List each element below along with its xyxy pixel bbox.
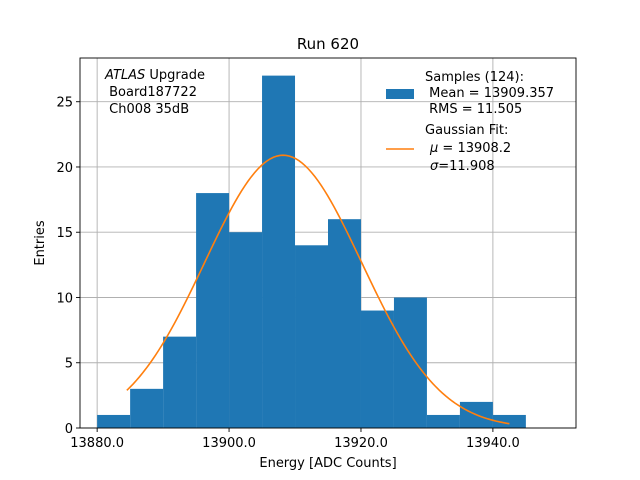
legend-fit-sigma: σ=11.908 [430,159,495,174]
legend-fit-title: Gaussian Fit: [425,123,508,138]
legend-mu-value: = 13908.2 [438,141,511,156]
annotation-atlas: ATLAS [104,68,145,83]
y-tick-label-4: 20 [56,161,73,176]
x-tick-label-2: 13920.0 [334,436,388,451]
legend-samples-title: Samples (124): [425,70,524,85]
histogram-bar [229,232,263,428]
y-tick-label-3: 15 [56,226,73,241]
atlas-annotation: ATLAS Upgrade Board187722 Ch008 35dB [104,68,205,117]
chart-title: Run 620 [297,35,359,53]
y-axis-label: Entries [33,220,48,266]
histogram-bar [97,414,131,428]
annotation-line-3: Ch008 35dB [105,102,189,117]
y-axis-ticks: 0 5 10 15 20 25 [56,96,80,437]
y-tick-label-1: 5 [65,357,73,372]
histogram-bar [196,193,230,428]
legend-samples-mean: Mean = 13909.357 [425,86,554,101]
histogram-bar [295,245,328,428]
plot-frame [79,57,577,429]
y-tick-label-0: 0 [65,422,73,437]
x-tick-label-3: 13940.0 [466,436,520,451]
x-tick-label-0: 13880.0 [70,436,124,451]
legend: Samples (124): Mean = 13909.357 RMS = 11… [386,70,554,174]
histogram-bar [163,336,197,428]
legend-sigma-symbol: σ [430,159,439,174]
histogram-bar [393,297,427,428]
histogram-bar [426,414,460,428]
x-axis-label: Energy [ADC Counts] [259,456,396,471]
gaussian-fit-curve [126,154,510,425]
annotation-upgrade: Upgrade [145,68,205,83]
x-tick-label-1: 13900.0 [202,436,256,451]
histogram-bar [262,75,296,428]
legend-sigma-value: =11.908 [438,159,494,174]
y-tick-label-5: 25 [56,96,73,111]
x-axis-ticks: 13880.0 13900.0 13920.0 13940.0 [70,428,520,451]
histogram-bar [130,388,164,428]
histogram-bar [492,414,526,428]
legend-samples-swatch [386,89,414,99]
legend-samples-rms: RMS = 11.505 [425,102,522,117]
annotation-line-2: Board187722 [105,85,197,100]
histogram-bar [328,219,361,428]
histogram-bar [360,310,394,428]
legend-mu-symbol: μ [429,141,438,156]
histogram-bars [97,75,526,428]
annotation-line-1: ATLAS Upgrade [104,68,205,83]
y-tick-label-2: 10 [56,291,73,306]
legend-fit-mu: μ = 13908.2 [429,141,511,156]
